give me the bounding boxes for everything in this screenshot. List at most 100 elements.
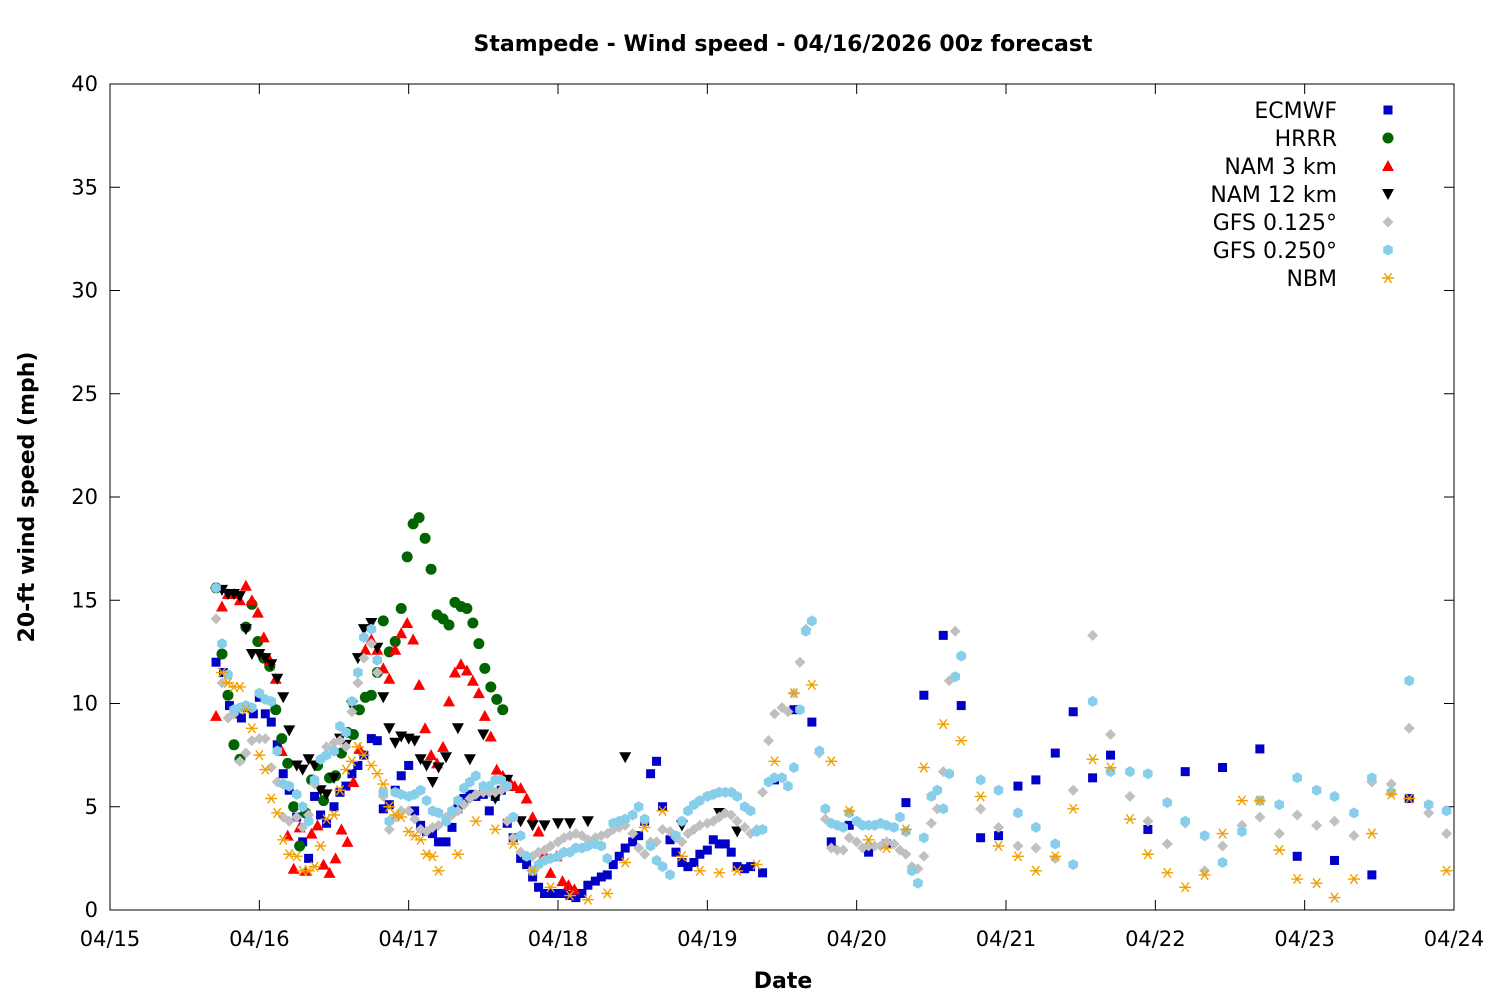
data-point <box>843 805 856 817</box>
data-point <box>1385 789 1398 800</box>
data-point <box>528 872 538 882</box>
data-point <box>1031 821 1041 833</box>
data-point <box>365 760 378 771</box>
data-point <box>516 853 526 863</box>
data-point <box>211 657 221 667</box>
data-point <box>901 826 911 837</box>
data-point <box>347 695 357 707</box>
legend-marker <box>1382 160 1394 171</box>
x-tick-label: 04/17 <box>378 927 439 951</box>
data-point <box>1199 865 1211 877</box>
data-point <box>302 865 315 876</box>
data-point <box>583 880 593 890</box>
data-point <box>619 752 632 764</box>
data-point <box>1216 828 1229 839</box>
data-point <box>459 793 469 803</box>
data-point <box>888 838 900 850</box>
data-point <box>407 633 420 645</box>
data-point <box>441 815 451 827</box>
data-point <box>633 842 645 854</box>
data-point <box>345 756 358 767</box>
data-point <box>409 813 421 825</box>
data-point <box>239 704 252 715</box>
data-point <box>245 723 258 734</box>
data-point <box>234 755 246 767</box>
data-point <box>1273 828 1285 840</box>
data-point <box>484 730 497 742</box>
data-point <box>938 630 948 640</box>
data-point <box>1104 762 1117 773</box>
data-point <box>389 636 401 648</box>
data-point <box>1403 722 1415 734</box>
data-point <box>789 705 799 715</box>
data-point <box>216 667 228 678</box>
data-point <box>276 733 288 745</box>
data-point <box>521 850 532 862</box>
data-point <box>323 866 336 878</box>
x-tick-label: 04/22 <box>1125 927 1186 951</box>
data-point <box>217 638 227 650</box>
data-point <box>377 692 390 704</box>
data-point <box>526 865 539 876</box>
data-point <box>1235 795 1248 806</box>
legend-label: NAM 12 km <box>1210 183 1337 208</box>
data-point <box>302 754 315 766</box>
data-point <box>1029 865 1042 876</box>
data-point <box>534 882 544 892</box>
data-point <box>726 847 736 857</box>
data-point <box>383 672 396 684</box>
data-point <box>671 830 681 842</box>
data-point <box>333 785 346 796</box>
data-point <box>377 778 390 790</box>
chart-title: Stampede - Wind speed - 04/16/2026 00z f… <box>474 32 1093 57</box>
data-point <box>1179 882 1192 893</box>
data-point <box>451 723 464 735</box>
data-point <box>224 701 234 711</box>
data-point <box>562 879 575 891</box>
data-point <box>1180 767 1190 777</box>
data-point <box>210 709 223 721</box>
series-gfs-0-250- <box>211 582 1452 889</box>
data-point <box>389 737 402 749</box>
data-point <box>732 862 742 872</box>
data-point <box>395 603 407 615</box>
data-point <box>359 631 369 643</box>
data-point <box>1367 772 1377 784</box>
data-point <box>955 735 968 746</box>
data-point <box>814 745 825 757</box>
data-point <box>265 659 278 671</box>
data-point <box>490 763 503 775</box>
data-point <box>233 591 246 603</box>
data-point <box>1330 855 1340 865</box>
data-point <box>310 791 320 801</box>
data-point <box>763 735 775 747</box>
data-point <box>540 888 550 898</box>
data-point <box>620 843 630 853</box>
data-point <box>746 862 756 872</box>
data-point <box>211 582 221 594</box>
data-point <box>1347 873 1360 885</box>
data-point <box>1087 629 1099 641</box>
data-point <box>233 681 246 693</box>
data-point <box>675 851 688 862</box>
data-point <box>216 648 228 660</box>
data-point <box>259 733 271 745</box>
data-point <box>461 603 473 615</box>
data-point <box>731 815 743 827</box>
data-point <box>556 875 569 887</box>
data-point <box>365 638 377 650</box>
data-point <box>304 853 314 863</box>
data-point <box>236 713 246 723</box>
data-point <box>520 792 533 804</box>
data-point <box>308 861 321 872</box>
data-point <box>658 802 668 812</box>
data-point <box>491 693 503 705</box>
data-point <box>434 837 444 847</box>
data-point <box>552 818 564 830</box>
data-point <box>428 829 438 839</box>
data-point <box>583 840 593 852</box>
data-point <box>932 784 943 796</box>
data-point <box>341 726 351 738</box>
data-point <box>725 809 737 821</box>
data-point <box>328 809 340 821</box>
